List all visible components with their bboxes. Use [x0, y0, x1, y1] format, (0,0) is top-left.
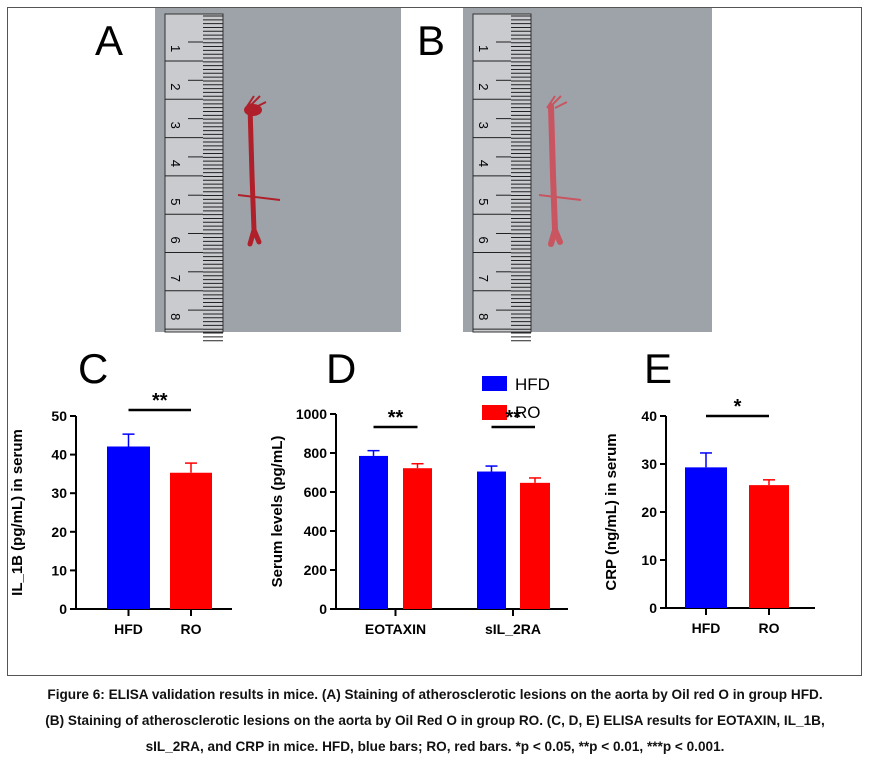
- ruler-number: 7: [168, 275, 183, 282]
- y-axis-label: Serum levels (pg/mL): [269, 436, 286, 588]
- aorta-photo-b: 1 2 3 4 5 6 7 8: [463, 8, 712, 342]
- y-tick-label: 50: [51, 408, 67, 424]
- bar-chart-d: 0 200 400 600 800 1000 Serum levels (pg/mL) EOT…: [269, 406, 568, 637]
- ruler-number: 4: [476, 160, 491, 167]
- bar-ro: [749, 485, 789, 608]
- ruler-number: 1: [168, 45, 183, 52]
- y-axis-label: IL_1B (pg/mL) in serum: [9, 429, 26, 596]
- legend-label-hfd: HFD: [515, 375, 550, 394]
- bar-chart-e: 0 10 20 30 40 CRP (ng/mL) in serum HFD RO *: [603, 396, 815, 636]
- ruler-number: 6: [168, 237, 183, 244]
- aorta-branches: [237, 95, 281, 201]
- y-tick-label: 400: [304, 523, 328, 539]
- legend-label-ro: RO: [515, 403, 541, 422]
- y-tick-label: 1000: [296, 406, 327, 422]
- ruler-number: 8: [476, 313, 491, 320]
- ruler-number: 1: [476, 45, 491, 52]
- aorta: [247, 103, 262, 247]
- bar-ro: [403, 468, 432, 609]
- y-tick-label: 0: [59, 601, 67, 617]
- caption-line: Figure 6: ELISA validation results in mi…: [47, 687, 823, 702]
- ruler-number: 6: [476, 237, 491, 244]
- panel-label-d: D: [326, 345, 356, 392]
- figure-caption: Figure 6: ELISA validation results in mi…: [0, 682, 870, 760]
- ruler-number: 3: [476, 122, 491, 129]
- ruler-number: 8: [168, 313, 183, 320]
- legend: HFD RO: [482, 375, 550, 422]
- panel-label-c: C: [78, 345, 108, 392]
- bar-chart-c: 0 10 20 30 40 50 IL_1B (pg/mL) in serum HFD RO **: [9, 390, 232, 637]
- aortic-arch: [244, 104, 262, 116]
- aorta-branches: [538, 95, 582, 201]
- caption-line: (B) Staining of atherosclerotic lesions …: [45, 713, 825, 728]
- x-tick-label: sIL_2RA: [485, 621, 541, 637]
- y-tick-label: 0: [649, 600, 657, 616]
- y-tick-label: 10: [51, 562, 67, 578]
- y-tick-label: 800: [304, 445, 328, 461]
- ruler-number: 7: [476, 275, 491, 282]
- bar-hfd: [107, 446, 150, 609]
- ruler-number: 2: [476, 83, 491, 90]
- bar-hfd: [477, 471, 506, 609]
- significance-label: **: [388, 407, 404, 429]
- y-tick-label: 30: [641, 456, 657, 472]
- panel-label-a: A: [95, 17, 123, 64]
- aorta-photo-a: 1 2 3 4 5 6 7 8: [155, 8, 401, 342]
- y-tick-label: 20: [641, 504, 657, 520]
- y-axis-label: CRP (ng/mL) in serum: [603, 433, 620, 590]
- panel-label-b: B: [417, 17, 445, 64]
- x-tick-label: RO: [759, 620, 780, 636]
- y-tick-label: 600: [304, 484, 328, 500]
- aorta: [548, 103, 563, 247]
- significance-label: **: [505, 407, 521, 429]
- significance-label: **: [152, 390, 168, 412]
- ruler-number: 5: [168, 198, 183, 205]
- y-tick-label: 10: [641, 552, 657, 568]
- caption-line: sIL_2RA, and CRP in mice. HFD, blue bars…: [145, 739, 725, 754]
- ruler-number: 3: [168, 122, 183, 129]
- x-tick-label: EOTAXIN: [365, 621, 426, 637]
- y-tick-label: 0: [319, 601, 327, 617]
- bar-ro: [170, 472, 212, 609]
- y-tick-label: 30: [51, 485, 67, 501]
- ruler-number: 5: [476, 198, 491, 205]
- y-tick-label: 40: [51, 447, 67, 463]
- x-tick-label: HFD: [692, 620, 721, 636]
- y-tick-label: 20: [51, 524, 67, 540]
- ruler-number: 4: [168, 160, 183, 167]
- y-tick-label: 40: [641, 408, 657, 424]
- y-tick-label: 200: [304, 562, 328, 578]
- legend-swatch-hfd: [482, 376, 507, 391]
- bar-hfd: [685, 467, 727, 608]
- bar-hfd: [359, 455, 388, 609]
- significance-label: *: [734, 396, 742, 418]
- legend-swatch-ro: [482, 405, 507, 420]
- x-tick-label: HFD: [114, 621, 143, 637]
- figure-border: [7, 7, 862, 676]
- bar-ro: [520, 482, 550, 609]
- panel-label-e: E: [644, 345, 672, 392]
- ruler-number: 2: [168, 83, 183, 90]
- x-tick-label: RO: [181, 621, 202, 637]
